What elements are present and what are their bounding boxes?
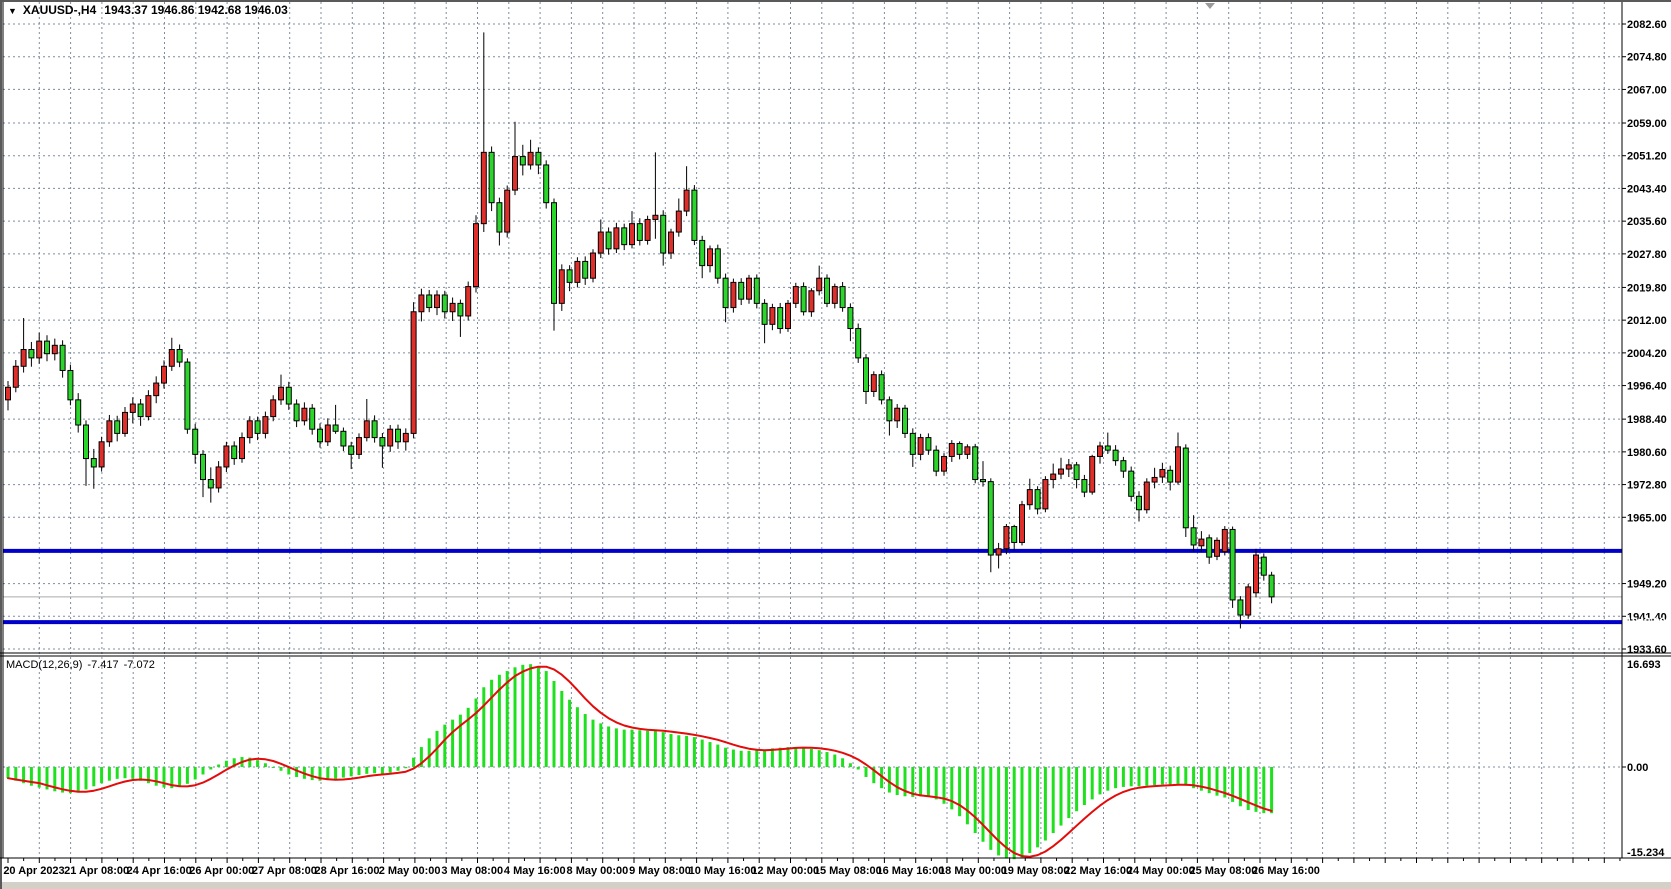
svg-text:0.00: 0.00 (1627, 762, 1648, 774)
svg-text:2043.40: 2043.40 (1627, 183, 1667, 195)
svg-text:12 May 00:00: 12 May 00:00 (751, 865, 819, 877)
svg-text:1996.40: 1996.40 (1627, 381, 1667, 393)
svg-text:2082.60: 2082.60 (1627, 19, 1667, 31)
macd-histogram (6, 664, 1274, 860)
svg-text:25 May 08:00: 25 May 08:00 (1189, 865, 1257, 877)
svg-text:1965.00: 1965.00 (1627, 512, 1667, 524)
svg-text:19 May 08:00: 19 May 08:00 (1002, 865, 1070, 877)
svg-text:26 May 16:00: 26 May 16:00 (1252, 865, 1320, 877)
svg-text:8 May 00:00: 8 May 00:00 (567, 865, 629, 877)
svg-text:10 May 16:00: 10 May 16:00 (689, 865, 757, 877)
chart-shift-marker[interactable] (1205, 3, 1215, 9)
svg-text:20 Apr 2023: 20 Apr 2023 (3, 865, 64, 877)
current-price-badge: 1946.03 (1626, 591, 1666, 603)
svg-text:16.693: 16.693 (1627, 659, 1661, 671)
level-line-badge-1940: 1940.00 (1626, 616, 1666, 628)
svg-text:18 May 00:00: 18 May 00:00 (939, 865, 1007, 877)
price-scale[interactable]: 2082.60 2074.80 2067.00 2059.00 2051.20 2043.… (1622, 19, 1667, 656)
svg-text:16 May 16:00: 16 May 16:00 (876, 865, 944, 877)
chart-header: ▼ XAUUSD-,H4 1943.37 1946.86 1942.68 1946.… (8, 3, 288, 17)
symbol-period-label: XAUUSD-,H4 (22, 3, 97, 17)
quote-close: 1946.03 (244, 3, 288, 17)
svg-text:22 May 16:00: 22 May 16:00 (1064, 865, 1132, 877)
level-line-badge-1957: 1957.00 (1626, 545, 1666, 557)
svg-text:15 May 08:00: 15 May 08:00 (814, 865, 882, 877)
svg-text:2 May 00:00: 2 May 00:00 (379, 865, 441, 877)
svg-text:2027.80: 2027.80 (1627, 249, 1667, 261)
level-lines[interactable] (3, 548, 1622, 625)
svg-text:9 May 08:00: 9 May 08:00 (629, 865, 691, 877)
svg-text:27 Apr 08:00: 27 Apr 08:00 (252, 865, 317, 877)
svg-text:-15.234: -15.234 (1627, 847, 1665, 859)
svg-text:21 Apr 08:00: 21 Apr 08:00 (64, 865, 129, 877)
quote-high: 1946.86 (151, 3, 195, 17)
svg-text:1941.40: 1941.40 (1627, 611, 1667, 623)
expander-arrow-icon[interactable]: ▼ (8, 6, 17, 16)
quote-open: 1943.37 (104, 3, 148, 17)
svg-text:2035.60: 2035.60 (1627, 216, 1667, 228)
candles-series (5, 32, 1275, 629)
svg-text:1933.60: 1933.60 (1627, 644, 1667, 656)
svg-text:2067.00: 2067.00 (1627, 84, 1667, 96)
svg-text:4 May 16:00: 4 May 16:00 (504, 865, 566, 877)
svg-text:2059.00: 2059.00 (1627, 118, 1667, 130)
macd-name: MACD(12,26,9) (6, 659, 83, 671)
svg-text:28 Apr 16:00: 28 Apr 16:00 (314, 865, 379, 877)
svg-text:2004.20: 2004.20 (1627, 348, 1667, 360)
svg-text:1972.80: 1972.80 (1627, 480, 1667, 492)
quote-low: 1942.68 (197, 3, 242, 17)
svg-text:2019.80: 2019.80 (1627, 282, 1667, 294)
svg-text:2051.20: 2051.20 (1627, 151, 1667, 163)
pane-borders (0, 2, 1671, 859)
svg-text:1988.40: 1988.40 (1627, 414, 1667, 426)
macd-main-value: -7.417 (87, 659, 119, 671)
macd-scale[interactable]: 16.693 0.00 -15.234 (1622, 659, 1665, 859)
svg-text:24 May 00:00: 24 May 00:00 (1127, 865, 1195, 877)
svg-text:1980.60: 1980.60 (1627, 447, 1667, 459)
svg-text:26 Apr 00:00: 26 Apr 00:00 (189, 865, 254, 877)
svg-text:2074.80: 2074.80 (1627, 52, 1667, 64)
macd-indicator-label: MACD(12,26,9) -7.417 -7.072 (6, 659, 160, 671)
svg-text:1949.20: 1949.20 (1627, 579, 1667, 591)
svg-text:2012.00: 2012.00 (1627, 315, 1667, 327)
svg-text:3 May 08:00: 3 May 08:00 (441, 865, 503, 877)
macd-signal-value: -7.072 (123, 659, 155, 671)
svg-text:24 Apr 16:00: 24 Apr 16:00 (127, 865, 192, 877)
macd-signal-line (7, 665, 1273, 858)
